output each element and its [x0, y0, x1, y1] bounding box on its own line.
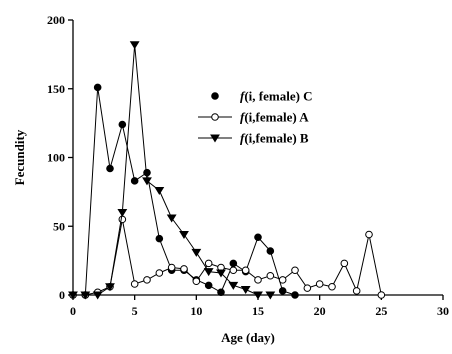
data-point [240, 285, 251, 295]
legend-label-italic: f [240, 131, 246, 146]
data-point [92, 291, 103, 300]
legend-marker [211, 92, 219, 100]
data-point [254, 276, 262, 284]
data-point [129, 41, 140, 50]
y-tick-label: 150 [47, 82, 65, 96]
data-point [118, 120, 127, 129]
data-point [143, 276, 151, 284]
legend-label-rest: (i,female) B [244, 131, 309, 146]
legend: f(i, female) Cf(i,female) Af(i,female) B [198, 89, 313, 146]
data-point [80, 291, 91, 300]
legend-label-rest: (i, female) C [244, 89, 312, 104]
data-point [179, 230, 189, 240]
data-point [328, 282, 336, 291]
data-point [265, 291, 276, 300]
legend-label: f(i, female) C [240, 89, 313, 104]
data-point [377, 291, 386, 299]
data-point [352, 287, 361, 295]
y-tick-label: 200 [47, 13, 65, 27]
x-axis-title: Age (day) [221, 330, 275, 345]
data-point [365, 230, 373, 239]
legend-label-italic: f [240, 89, 246, 104]
data-point [229, 266, 238, 275]
y-tick-label: 50 [53, 219, 65, 233]
legend-label-italic: f [240, 110, 246, 125]
data-point [291, 291, 299, 299]
data-point [155, 269, 164, 277]
y-tick-label: 100 [47, 151, 65, 165]
x-tick-label: 25 [375, 304, 387, 318]
data-point [315, 280, 324, 288]
legend-marker [210, 134, 220, 143]
data-point [155, 234, 164, 243]
data-point [130, 177, 139, 185]
data-point [216, 269, 226, 278]
data-point [117, 208, 128, 218]
data-point [229, 259, 238, 268]
data-point [228, 281, 239, 290]
data-point [217, 288, 225, 297]
x-tick-label: 10 [190, 304, 202, 318]
x-tick-label: 30 [437, 304, 449, 318]
series-f-i-female-b [68, 41, 276, 300]
data-point [241, 266, 250, 275]
data-point [291, 266, 299, 275]
legend-label: f(i,female) A [240, 110, 309, 125]
series-line [73, 44, 271, 296]
x-tick-label: 5 [132, 304, 138, 318]
data-point [204, 281, 213, 290]
data-point [204, 259, 213, 268]
x-tick-label: 15 [252, 304, 264, 318]
legend-entry: f(i,female) A [198, 110, 309, 125]
axes: 0 50 100 150 200 0 5 10 15 20 25 30 Age (day) Fecundi… [12, 13, 449, 345]
data-point [142, 177, 152, 186]
data-point [143, 168, 151, 177]
data-point [68, 291, 78, 300]
data-point [166, 214, 177, 223]
legend-entry: f(i, female) C [211, 89, 313, 104]
data-point [191, 248, 202, 257]
data-point [253, 291, 263, 300]
data-point [93, 83, 102, 92]
y-tick-label: 0 [59, 288, 65, 302]
data-point [266, 271, 275, 280]
x-tick-label: 20 [314, 304, 326, 318]
legend-marker [211, 113, 219, 121]
data-point [167, 263, 176, 272]
data-point [340, 259, 349, 268]
data-point [254, 233, 262, 242]
data-point [106, 164, 114, 173]
data-point [118, 215, 127, 224]
data-point [278, 276, 287, 284]
legend-label-rest: (i,female) A [244, 110, 309, 125]
data-point [180, 265, 188, 273]
legend-label: f(i,female) B [240, 131, 309, 146]
data-point [278, 287, 287, 295]
data-point [203, 268, 214, 277]
data-point [154, 186, 165, 196]
x-tick-label: 0 [70, 304, 76, 318]
data-point [105, 283, 115, 292]
data-point [130, 280, 139, 288]
series-layer [68, 41, 386, 300]
series-f-i-female-a [69, 215, 386, 299]
legend-entry: f(i,female) B [198, 131, 309, 146]
data-point [266, 247, 275, 255]
data-point [192, 277, 201, 286]
data-point [303, 284, 312, 292]
y-axis-title: Fecundity [12, 129, 27, 185]
